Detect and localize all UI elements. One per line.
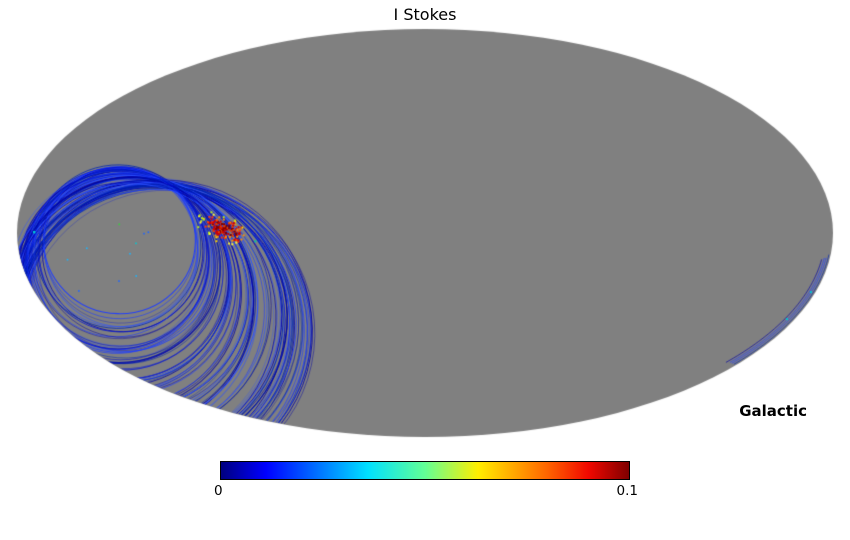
chart-title: I Stokes <box>393 5 457 24</box>
colorbar <box>220 461 630 480</box>
coordinate-system-label: Galactic <box>739 402 807 420</box>
colorbar-max-label: 0.1 <box>616 483 638 499</box>
colorbar-min-label: 0 <box>214 483 223 499</box>
colorbar-labels: 0 0.1 <box>214 483 638 499</box>
